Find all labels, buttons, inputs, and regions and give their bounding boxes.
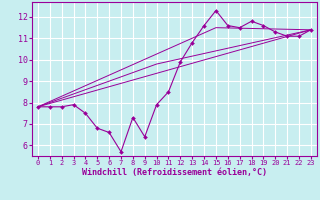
- X-axis label: Windchill (Refroidissement éolien,°C): Windchill (Refroidissement éolien,°C): [82, 168, 267, 177]
